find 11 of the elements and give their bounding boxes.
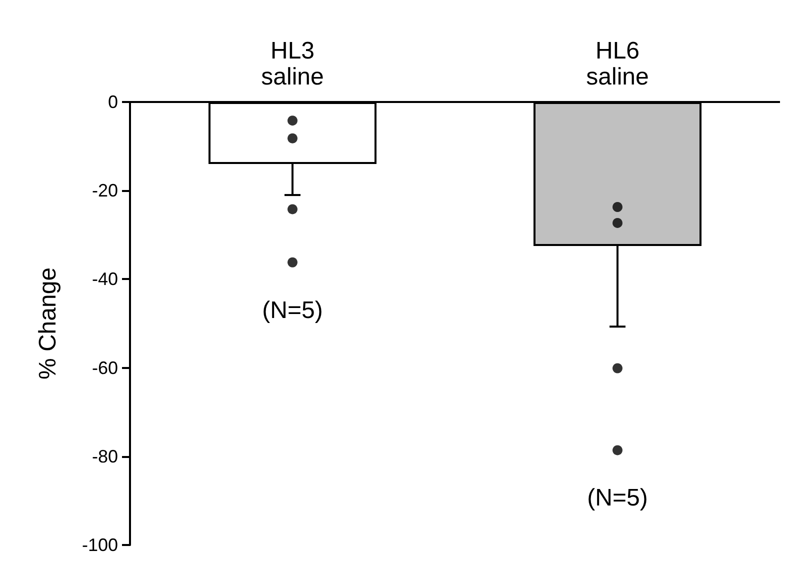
annotation: (N=5) [262, 296, 323, 324]
y-tick-label: -40 [92, 269, 118, 290]
y-tick-label: -60 [92, 358, 118, 378]
y-tick-label: -80 [92, 446, 118, 466]
x-tick-label: HL3 saline [261, 38, 324, 90]
y-tick-label: 0 [108, 92, 118, 112]
y-axis-title: % Change [34, 267, 62, 380]
annotation: (N=5) [587, 484, 648, 512]
y-tick-label: -100 [82, 535, 118, 555]
y-tick-label: -20 [92, 180, 118, 201]
x-tick-label: HL6 saline [586, 38, 649, 90]
